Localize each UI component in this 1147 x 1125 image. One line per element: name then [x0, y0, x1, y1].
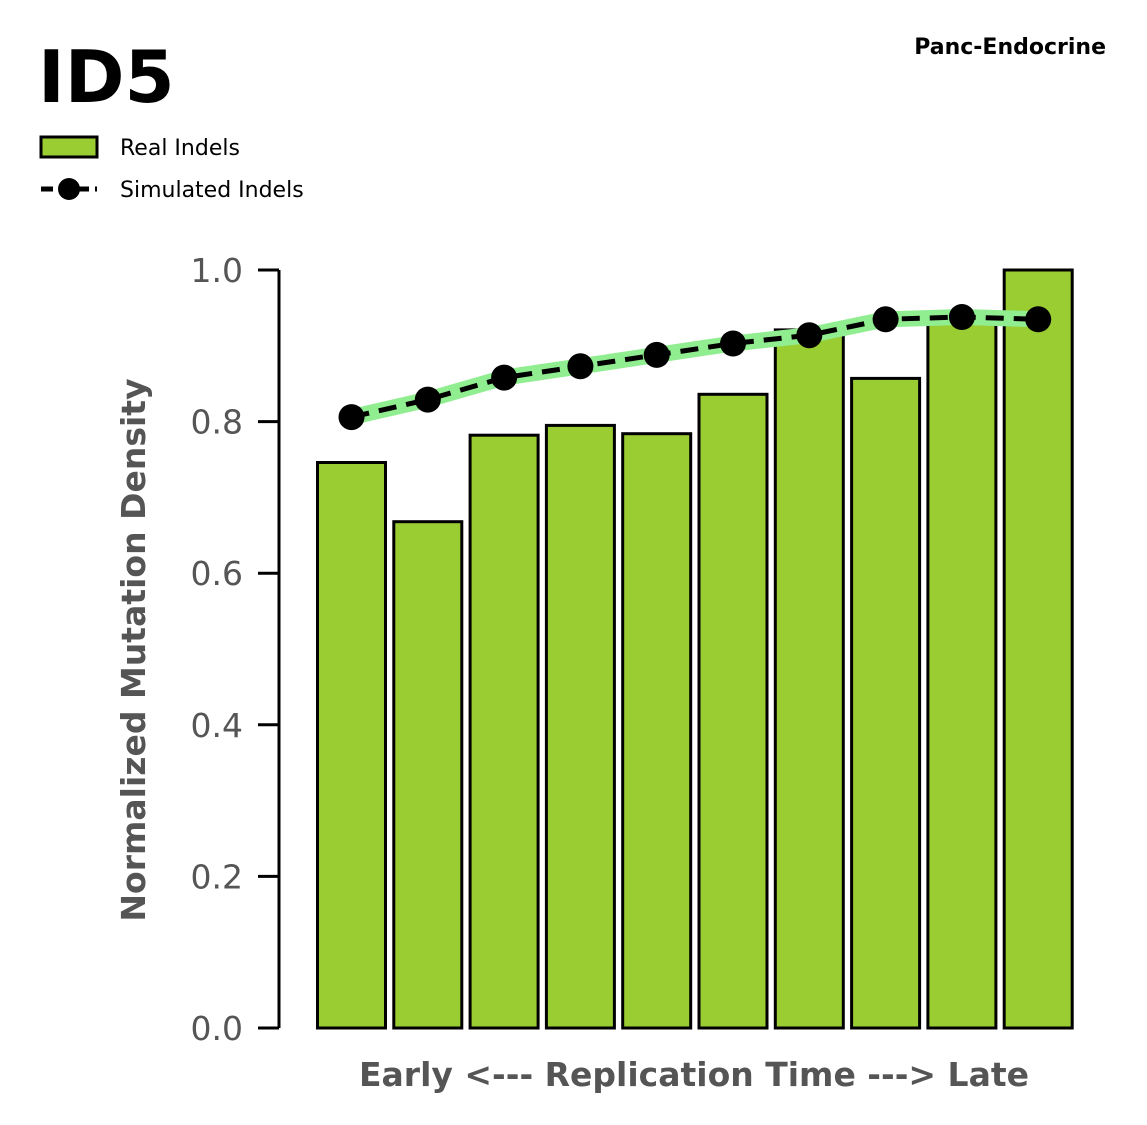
- legend-swatch-simulated-marker: [58, 178, 80, 200]
- y-tick-label-0.0: 0.0: [191, 1009, 243, 1048]
- simulated-point-3: [491, 364, 518, 391]
- bar-9: [926, 316, 998, 1030]
- bar-4: [544, 423, 616, 1030]
- bar-7: [773, 328, 845, 1030]
- y-tick-label-0.2: 0.2: [191, 857, 243, 896]
- bar-6: [697, 392, 769, 1030]
- simulated-point-7: [796, 322, 823, 349]
- simulated-line: [350, 314, 1039, 420]
- chart-title: ID5: [38, 35, 175, 119]
- simulated-point-6: [720, 330, 746, 357]
- y-tick-label-1.0: 1.0: [191, 251, 243, 290]
- bar-10: [1002, 268, 1074, 1030]
- simulated-point-8: [872, 306, 899, 333]
- simulated-point-2: [414, 386, 441, 413]
- bar-8: [850, 376, 922, 1030]
- simulated-point-10: [1025, 306, 1052, 333]
- bar-1: [316, 461, 387, 1030]
- bar-3: [468, 433, 540, 1030]
- simulated-point-9: [948, 304, 975, 330]
- legend: Real Indels Simulated Indels: [39, 135, 304, 203]
- y-tick-label-0.4: 0.4: [191, 706, 243, 745]
- legend-swatch-real-indels: [39, 135, 99, 159]
- simulated-point-5: [643, 341, 670, 368]
- chart-subtitle: Panc-Endocrine: [914, 35, 1106, 60]
- legend-label-real-indels: Real Indels: [120, 136, 240, 161]
- y-tick-label-0.6: 0.6: [191, 554, 243, 593]
- simulated-point-1: [338, 404, 365, 431]
- plot-area: 0.0 0.2 0.4 0.6 0.8 1.0: [191, 251, 1074, 1048]
- simulated-point-4: [567, 353, 594, 380]
- legend-label-simulated-indels: Simulated Indels: [120, 178, 304, 203]
- bar-2: [392, 520, 464, 1030]
- y-tick-label-0.8: 0.8: [191, 403, 243, 442]
- bar-5: [621, 432, 693, 1030]
- y-axis-label: Normalized Mutation Density: [114, 378, 153, 921]
- x-axis-label: Early <--- Replication Time ---> Late: [359, 1055, 1029, 1094]
